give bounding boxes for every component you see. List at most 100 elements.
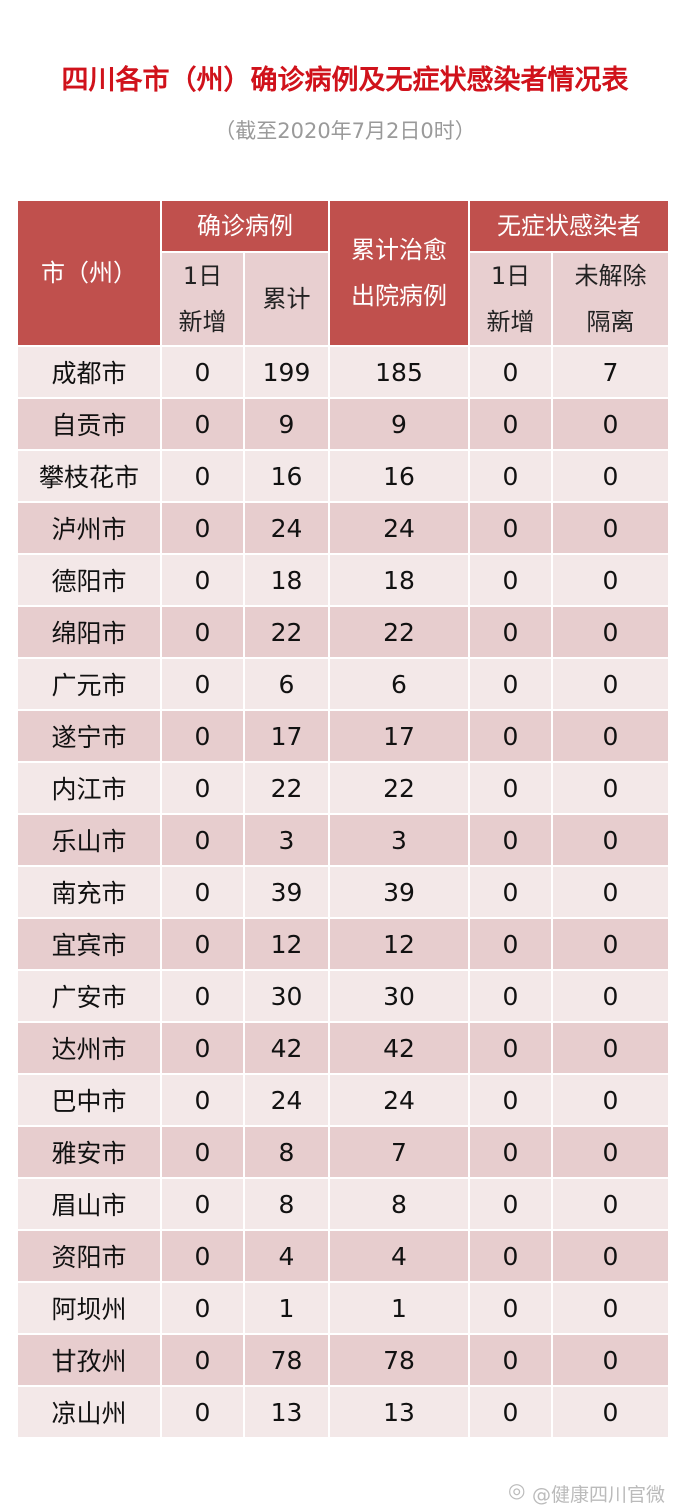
- cell-cured: 9: [330, 399, 468, 449]
- page-subtitle: （截至2020年7月2日0时）: [214, 119, 476, 143]
- cell-city: 达州市: [18, 1023, 160, 1073]
- cell-new: 0: [162, 607, 243, 657]
- table-row: 乐山市 0 3 3 0 0: [18, 815, 668, 865]
- cell-city: 内江市: [18, 763, 160, 813]
- cell-total: 78: [245, 1335, 328, 1385]
- cell-asym-new: 0: [470, 1179, 551, 1229]
- cell-asym-isolation: 0: [553, 815, 668, 865]
- table-row: 资阳市 0 4 4 0 0: [18, 1231, 668, 1281]
- cell-asym-new: 0: [470, 1283, 551, 1333]
- cell-city: 南充市: [18, 867, 160, 917]
- cell-asym-isolation: 0: [553, 1231, 668, 1281]
- header-iso-line1: 未解除: [574, 262, 647, 290]
- cell-total: 1: [245, 1283, 328, 1333]
- cell-total: 24: [245, 1075, 328, 1125]
- cell-cured: 3: [330, 815, 468, 865]
- cell-city: 甘孜州: [18, 1335, 160, 1385]
- cell-city: 德阳市: [18, 555, 160, 605]
- cell-city: 绵阳市: [18, 607, 160, 657]
- cell-cured: 4: [330, 1231, 468, 1281]
- table-row: 宜宾市 0 12 12 0 0: [18, 919, 668, 969]
- header-cured-line2: 出院病例: [351, 282, 447, 310]
- cell-asym-new: 0: [470, 1127, 551, 1177]
- cell-asym-new: 0: [470, 1335, 551, 1385]
- cell-asym-new: 0: [470, 347, 551, 397]
- cell-total: 13: [245, 1387, 328, 1437]
- table-row: 广安市 0 30 30 0 0: [18, 971, 668, 1021]
- cell-new: 0: [162, 1075, 243, 1125]
- header-asym-isolation: 未解除 隔离: [553, 253, 668, 345]
- cell-cured: 24: [330, 1075, 468, 1125]
- cell-total: 22: [245, 607, 328, 657]
- cell-cured: 78: [330, 1335, 468, 1385]
- table-row: 攀枝花市 0 16 16 0 0: [18, 451, 668, 501]
- cell-asym-isolation: 0: [553, 711, 668, 761]
- cell-city: 自贡市: [18, 399, 160, 449]
- cell-total: 6: [245, 659, 328, 709]
- cell-total: 12: [245, 919, 328, 969]
- cell-new: 0: [162, 347, 243, 397]
- cell-new: 0: [162, 919, 243, 969]
- cell-asym-new: 0: [470, 971, 551, 1021]
- cell-new: 0: [162, 763, 243, 813]
- header-city: 市（州）: [18, 201, 160, 345]
- cell-asym-isolation: 0: [553, 919, 668, 969]
- cell-asym-isolation: 7: [553, 347, 668, 397]
- cell-cured: 42: [330, 1023, 468, 1073]
- table-row: 成都市 0 199 185 0 7: [18, 347, 668, 397]
- cell-cured: 22: [330, 607, 468, 657]
- cell-cured: 13: [330, 1387, 468, 1437]
- cell-cured: 24: [330, 503, 468, 553]
- cell-city: 乐山市: [18, 815, 160, 865]
- cell-city: 凉山州: [18, 1387, 160, 1437]
- cell-asym-new: 0: [470, 1387, 551, 1437]
- cell-total: 4: [245, 1231, 328, 1281]
- weibo-icon: ◎: [508, 1478, 526, 1502]
- cell-asym-isolation: 0: [553, 1387, 668, 1437]
- cell-asym-new: 0: [470, 867, 551, 917]
- cell-cured: 39: [330, 867, 468, 917]
- cell-cured: 30: [330, 971, 468, 1021]
- cell-asym-isolation: 0: [553, 1335, 668, 1385]
- cell-new: 0: [162, 971, 243, 1021]
- cell-cured: 185: [330, 347, 468, 397]
- cell-asym-new: 0: [470, 659, 551, 709]
- table-row: 巴中市 0 24 24 0 0: [18, 1075, 668, 1125]
- cell-asym-isolation: 0: [553, 451, 668, 501]
- cell-total: 18: [245, 555, 328, 605]
- watermark: @健康四川官微: [532, 1484, 666, 1506]
- table-row: 遂宁市 0 17 17 0 0: [18, 711, 668, 761]
- table-row: 达州市 0 42 42 0 0: [18, 1023, 668, 1073]
- cell-cured: 1: [330, 1283, 468, 1333]
- cell-asym-isolation: 0: [553, 503, 668, 553]
- page-title: 四川各市（州）确诊病例及无症状感染者情况表: [61, 65, 629, 96]
- header-cured: 累计治愈 出院病例: [330, 201, 468, 345]
- table-row: 德阳市 0 18 18 0 0: [18, 555, 668, 605]
- cell-new: 0: [162, 1023, 243, 1073]
- cell-cured: 22: [330, 763, 468, 813]
- cell-cured: 8: [330, 1179, 468, 1229]
- table-row: 内江市 0 22 22 0 0: [18, 763, 668, 813]
- cell-city: 眉山市: [18, 1179, 160, 1229]
- cell-new: 0: [162, 1387, 243, 1437]
- cell-asym-isolation: 0: [553, 1283, 668, 1333]
- table-row: 雅安市 0 8 7 0 0: [18, 1127, 668, 1177]
- cell-city: 攀枝花市: [18, 451, 160, 501]
- header-new: 1日新增: [162, 253, 243, 345]
- cell-asym-new: 0: [470, 1023, 551, 1073]
- cell-new: 0: [162, 867, 243, 917]
- cell-total: 42: [245, 1023, 328, 1073]
- cell-total: 3: [245, 815, 328, 865]
- cell-asym-new: 0: [470, 763, 551, 813]
- cell-city: 广元市: [18, 659, 160, 709]
- cell-asym-isolation: 0: [553, 555, 668, 605]
- cell-new: 0: [162, 399, 243, 449]
- header-asymptomatic: 无症状感染者: [470, 201, 668, 251]
- cell-new: 0: [162, 1335, 243, 1385]
- cell-asym-new: 0: [470, 503, 551, 553]
- cell-total: 8: [245, 1127, 328, 1177]
- cell-asym-isolation: 0: [553, 659, 668, 709]
- cell-asym-isolation: 0: [553, 399, 668, 449]
- cell-new: 0: [162, 1231, 243, 1281]
- cell-city: 广安市: [18, 971, 160, 1021]
